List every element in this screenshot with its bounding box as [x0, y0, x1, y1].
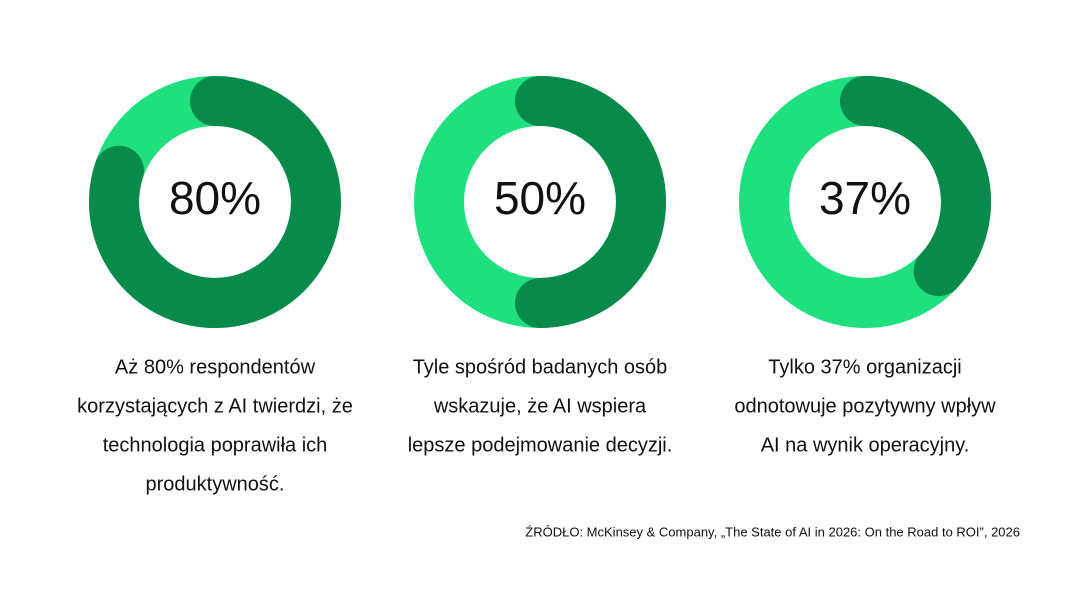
caption-line: Tyle spośród badanych osób — [413, 356, 668, 378]
donut-value-label: 37% — [819, 172, 911, 224]
caption-line: Tylko 37% organizacji — [768, 356, 961, 378]
caption-line: lepsze podejmowanie decyzji. — [408, 434, 673, 456]
caption-line: Aż 80% respondentów — [115, 356, 316, 378]
donut-arc — [840, 76, 991, 297]
caption-line: produktywność. — [146, 473, 285, 495]
donut-arc — [515, 76, 666, 328]
caption-line: wskazuje, że AI wspiera — [433, 395, 647, 417]
donut-arc — [89, 76, 341, 328]
source: ŹRÓDŁO: McKinsey & Company, „The State o… — [525, 524, 1020, 539]
caption-line: AI na wynik operacyjny. — [761, 434, 970, 456]
caption-line: odnotowuje pozytywny wpływ — [734, 395, 996, 417]
caption-line: korzystających z AI twierdzi, że — [77, 395, 353, 417]
donut-value-label: 50% — [494, 172, 586, 224]
caption-line: technologia poprawiła ich — [103, 434, 328, 456]
donut-value-label: 80% — [169, 172, 261, 224]
